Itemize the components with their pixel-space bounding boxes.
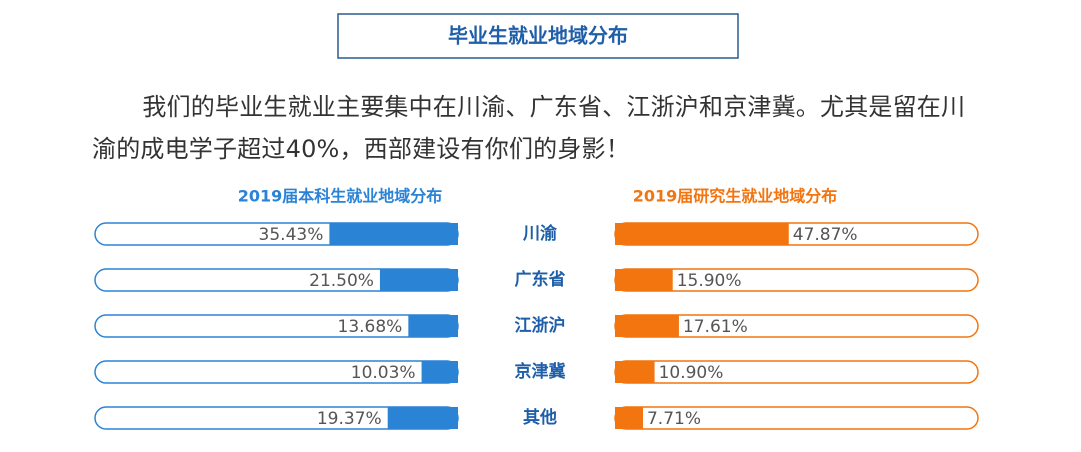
value-label: 35.43% [259,225,324,245]
value-label: 47.87% [793,225,858,245]
bar [615,269,673,291]
bar [408,315,458,337]
bar [329,223,458,245]
bar [615,315,679,337]
category-label: 京津冀 [515,361,566,382]
bar [615,361,655,383]
category-label: 川渝 [522,223,558,244]
title-box [337,13,739,59]
value-label: 10.03% [351,363,416,383]
intro-text: 我们的毕业生就业主要集中在川渝、广东省、江浙沪和京津冀。尤其是留在川渝的成电学子… [92,93,966,163]
bar [379,269,458,291]
bar [615,223,789,245]
category-label: 江浙沪 [515,315,566,336]
bar [421,361,458,383]
value-label: 19.37% [317,409,382,429]
value-label: 21.50% [309,271,374,291]
value-label: 17.61% [683,317,748,337]
value-label: 15.90% [677,271,742,291]
bar [615,407,643,429]
value-label: 10.90% [659,363,724,383]
category-label: 广东省 [515,269,566,290]
value-label: 13.68% [338,317,403,337]
category-label: 其他 [523,407,557,428]
value-label: 7.71% [647,409,701,429]
series-title: 2019届本科生就业地域分布 [238,187,443,206]
chart-title: 毕业生就业地域分布 [448,24,628,48]
series-title: 2019届研究生就业地域分布 [633,187,838,206]
bar-track [94,314,459,338]
bar [387,407,458,429]
